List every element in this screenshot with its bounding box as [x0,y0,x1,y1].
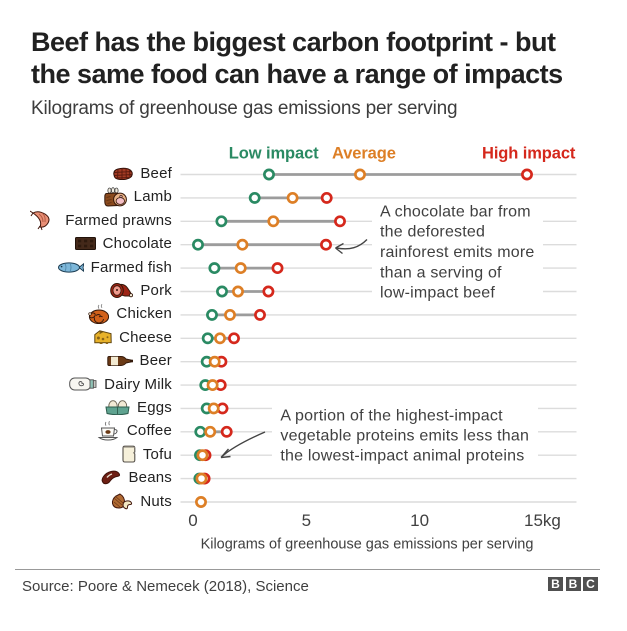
svg-text:the lowest-impact animal prote: the lowest-impact animal proteins [280,448,524,465]
svg-text:Low impact: Low impact [229,145,319,163]
svg-text:0: 0 [188,511,197,530]
svg-text:rainforest emits more: rainforest emits more [380,244,534,261]
svg-text:10: 10 [410,511,429,530]
svg-text:A chocolate bar from: A chocolate bar from [380,203,531,220]
svg-text:A portion of the highest-impac: A portion of the highest-impact [280,407,503,424]
svg-text:15kg: 15kg [524,511,561,530]
svg-text:Kilograms of greenhouse gas em: Kilograms of greenhouse gas emissions pe… [201,537,534,553]
svg-text:than a serving of: than a serving of [380,264,502,281]
svg-text:Average: Average [332,145,396,163]
svg-text:vegetable proteins emits less: vegetable proteins emits less than [280,428,529,445]
svg-text:the deforested: the deforested [380,224,485,241]
svg-text:High impact: High impact [482,145,576,163]
svg-text:5: 5 [302,511,311,530]
svg-text:low-impact beef: low-impact beef [380,285,495,302]
